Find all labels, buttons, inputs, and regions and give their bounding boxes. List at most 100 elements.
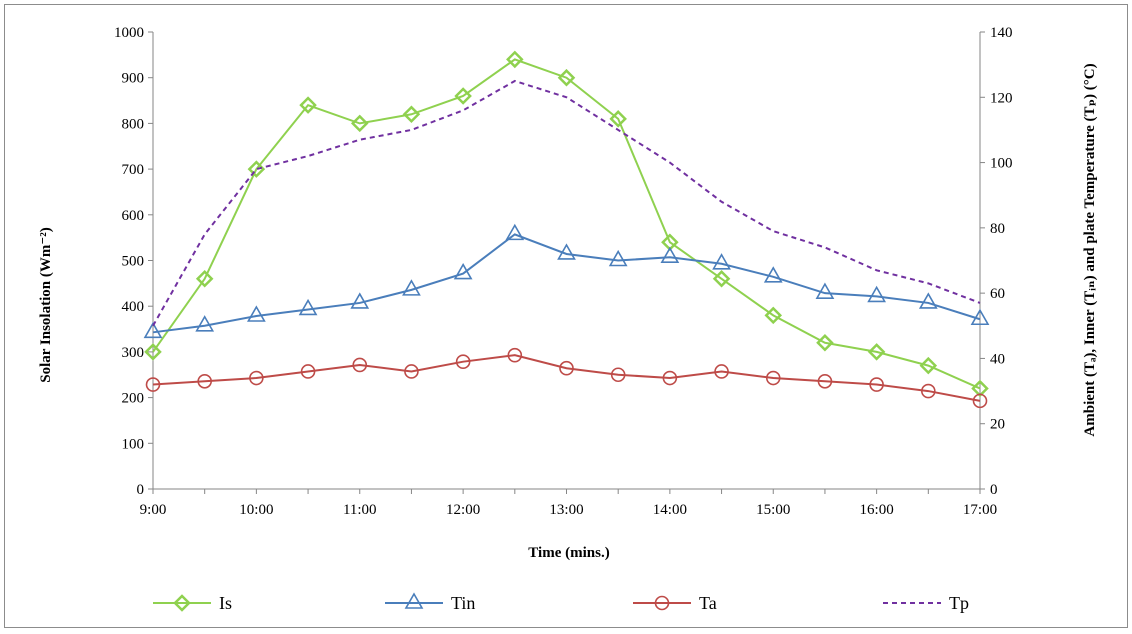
point-tin xyxy=(246,305,266,322)
series-tp xyxy=(152,79,981,327)
right-tick-label: 100 xyxy=(990,156,1013,172)
series-line-is xyxy=(152,58,981,390)
point-tin xyxy=(867,285,887,303)
point-ta xyxy=(610,367,626,383)
point-is xyxy=(919,356,938,375)
point-is xyxy=(609,110,627,128)
point-ta xyxy=(972,393,988,409)
point-tin xyxy=(195,315,215,332)
left-tick-label: 0 xyxy=(137,482,145,498)
left-tick-label: 300 xyxy=(122,345,145,361)
legend-label: Ta xyxy=(699,593,717,613)
point-is xyxy=(867,343,886,361)
point-ta xyxy=(145,377,161,392)
point-ta xyxy=(869,377,884,392)
point-ta xyxy=(559,360,574,376)
point-ta xyxy=(507,347,523,363)
point-ta xyxy=(352,357,368,373)
left-tick-label: 900 xyxy=(122,71,145,87)
point-tin xyxy=(712,253,731,270)
axes xyxy=(148,31,985,494)
series-tin xyxy=(143,223,990,339)
point-is xyxy=(247,160,266,178)
series-is xyxy=(144,50,989,398)
legend-marker xyxy=(654,595,670,611)
point-ta xyxy=(765,370,781,386)
x-tick-label: 15:00 xyxy=(756,502,790,518)
left-tick-label: 200 xyxy=(122,391,145,407)
series-group xyxy=(143,50,990,409)
right-tick-label: 40 xyxy=(990,351,1005,367)
point-ta xyxy=(714,364,729,379)
point-tin xyxy=(350,292,370,309)
point-tin xyxy=(505,223,525,241)
point-ta xyxy=(300,364,316,379)
x-tick-label: 16:00 xyxy=(860,502,894,518)
point-is xyxy=(764,306,783,325)
legend-marker xyxy=(404,592,424,609)
left-tick-label: 500 xyxy=(122,254,145,270)
point-ta xyxy=(662,370,678,386)
left-tick-label: 400 xyxy=(122,299,145,315)
point-tin xyxy=(970,308,990,326)
right-tick-label: 20 xyxy=(990,417,1005,433)
legend-item-tin: Tin xyxy=(385,592,475,613)
right-tick-label: 0 xyxy=(990,482,998,498)
series-ta xyxy=(145,347,988,409)
point-is xyxy=(712,270,731,288)
point-ta xyxy=(921,383,936,399)
x-axis-title: Time (mins.) xyxy=(528,545,609,561)
x-tick-label: 17:00 xyxy=(963,502,997,518)
point-tin xyxy=(815,282,835,299)
point-ta xyxy=(197,373,212,389)
point-ta xyxy=(817,373,833,389)
point-is xyxy=(454,87,472,105)
x-tick-label: 12:00 xyxy=(446,502,480,518)
tick-labels: 0 100 200 300 400 500 600 700 800 900 1000 0 20 40 60 8… xyxy=(114,25,1013,518)
legend: Is Tin Ta Tp xyxy=(153,592,969,613)
point-tin xyxy=(143,321,163,339)
right-axis-title: Ambient (Tₐ), Inner (Tᵢₙ) and plate Temp… xyxy=(1082,63,1098,436)
legend-item-is: Is xyxy=(153,593,232,613)
point-tin xyxy=(557,243,576,260)
legend-item-tp: Tp xyxy=(883,593,969,613)
left-tick-label: 100 xyxy=(122,436,145,452)
point-tin xyxy=(298,298,318,316)
right-tick-label: 60 xyxy=(990,286,1005,302)
left-tick-label: 1000 xyxy=(114,25,144,41)
x-tick-label: 14:00 xyxy=(653,502,687,518)
point-ta xyxy=(404,364,419,379)
legend-label: Tin xyxy=(451,593,475,613)
series-line-tin xyxy=(152,233,981,334)
point-tin xyxy=(402,279,421,296)
x-tick-label: 10:00 xyxy=(239,502,273,518)
legend-label: Is xyxy=(219,593,232,613)
x-tick-label: 13:00 xyxy=(549,502,583,518)
point-is xyxy=(971,379,989,398)
point-is xyxy=(402,105,421,124)
point-is xyxy=(195,270,214,288)
right-tick-label: 120 xyxy=(990,90,1013,106)
left-axis-title: Solar Insolation (Wm⁻²) xyxy=(38,227,54,383)
series-line-tp xyxy=(152,79,981,327)
series-line-ta xyxy=(152,354,981,402)
x-tick-label: 11:00 xyxy=(343,502,377,518)
point-tin xyxy=(453,262,473,280)
point-tin xyxy=(660,246,680,264)
line-chart: 0 100 200 300 400 500 600 700 800 900 1000 0 20 40 60 8… xyxy=(38,25,1098,613)
point-is xyxy=(506,50,524,69)
point-tin xyxy=(763,266,783,283)
point-tin xyxy=(918,292,938,309)
legend-marker xyxy=(173,594,191,612)
left-tick-label: 700 xyxy=(122,162,145,178)
x-tick-label: 9:00 xyxy=(140,502,167,518)
point-tin xyxy=(608,249,628,267)
point-is xyxy=(299,96,317,114)
chart-frame: 0 100 200 300 400 500 600 700 800 900 1000 0 20 40 60 8… xyxy=(4,4,1128,628)
right-tick-label: 140 xyxy=(990,25,1013,41)
point-is xyxy=(144,343,162,361)
point-ta xyxy=(455,354,471,369)
left-tick-label: 600 xyxy=(122,208,145,224)
point-is xyxy=(816,333,834,352)
point-is xyxy=(350,114,369,133)
